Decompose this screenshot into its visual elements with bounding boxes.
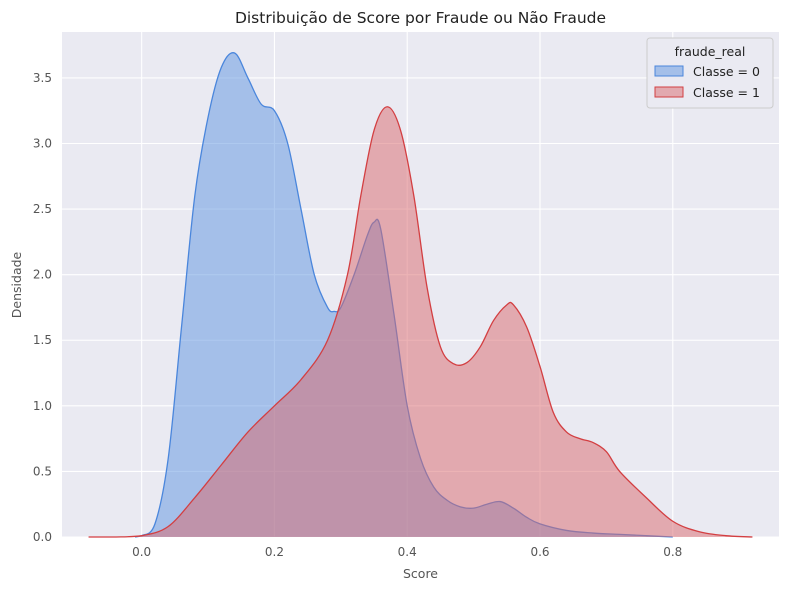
legend-swatch-classe-1 [654,86,684,98]
legend-label-classe-0: Classe = 0 [693,64,760,79]
y-tick-label: 0.0 [33,530,52,544]
x-tick-label: 0.4 [398,545,417,559]
y-axis-label: Densidade [9,251,24,318]
legend-label-classe-1: Classe = 1 [693,85,760,100]
y-tick-label: 3.0 [33,136,52,150]
y-tick-label: 2.0 [33,268,52,282]
x-axis-label: Score [403,566,438,581]
y-axis: 0.0 0.5 1.0 1.5 2.0 2.5 3.0 3.5 [33,71,52,544]
x-tick-label: 0.0 [132,545,151,559]
y-tick-label: 1.0 [33,399,52,413]
x-tick-label: 0.2 [265,545,284,559]
legend: fraude_real Classe = 0 Classe = 1 [646,37,774,109]
x-tick-label: 0.6 [530,545,549,559]
density-line-classe-1 [88,106,753,538]
y-tick-label: 2.5 [33,202,52,216]
y-tick-label: 0.5 [33,464,52,478]
y-tick-label: 1.5 [33,333,52,347]
legend-swatch-classe-0 [654,65,684,77]
y-tick-label: 3.5 [33,71,52,85]
series-layer [88,52,753,538]
legend-title: fraude_real [675,44,746,59]
chart-title: Distribuição de Score por Fraude ou Não … [235,9,606,27]
x-axis: 0.0 0.2 0.4 0.6 0.8 [132,545,682,559]
density-area-classe-1 [88,106,753,538]
x-tick-label: 0.8 [663,545,682,559]
